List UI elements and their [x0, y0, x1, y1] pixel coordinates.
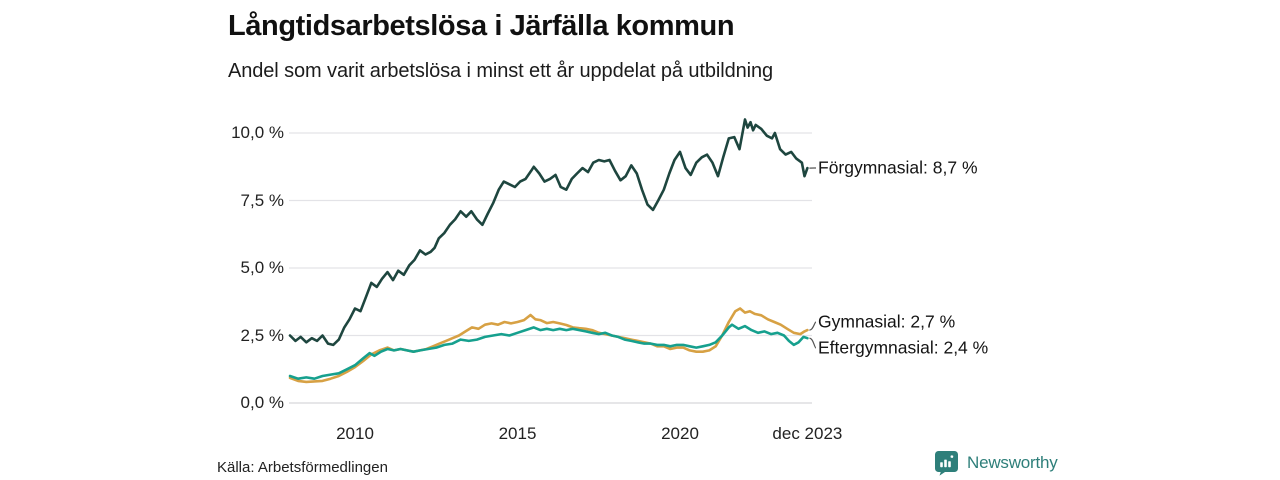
y-axis-tick-label: 2,5 %: [240, 325, 284, 345]
newsworthy-logo-icon: [935, 451, 958, 476]
series-line-forgymnasial: [288, 118, 809, 347]
y-axis-tick-label: 7,5 %: [240, 190, 284, 210]
label-connector: [809, 337, 817, 349]
x-axis-tick-label: 2010: [336, 424, 374, 443]
series-end-label-gymnasial: Gymnasial: 2,7 %: [818, 311, 956, 332]
source-note: Källa: Arbetsförmedlingen: [217, 459, 388, 476]
y-axis-tick-label: 5,0 %: [240, 258, 284, 277]
y-axis-tick-label: 10,0 %: [231, 123, 284, 142]
series-end-label-eftergymnasial: Eftergymnasial: 2,4 %: [818, 337, 989, 358]
brand-lockup: Newsworthy: [934, 450, 1058, 476]
x-axis-tick-label: 2015: [498, 424, 537, 443]
chart-subtitle: Andel som varit arbetslösa i minst ett å…: [228, 60, 774, 82]
brand-name: Newsworthy: [967, 453, 1058, 472]
label-connector: [809, 321, 817, 331]
y-axis-tick-label: 0,0 %: [240, 393, 284, 412]
page-title: Långtidsarbetslösa i Järfälla kommun: [228, 10, 735, 42]
series-end-label-forgymnasial: Förgymnasial: 8,7 %: [818, 157, 978, 178]
x-axis-tick-label: 2020: [661, 424, 699, 443]
x-axis-tick-label: dec 2023: [772, 424, 843, 443]
series-line-eftergymnasial: [288, 323, 809, 381]
series-line-gymnasial: [288, 307, 809, 384]
